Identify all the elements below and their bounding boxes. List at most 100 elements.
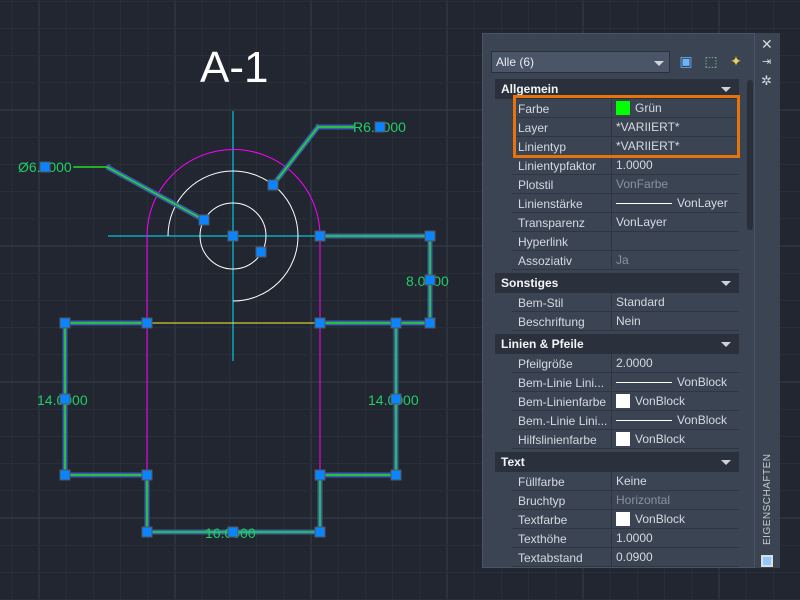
- property-value[interactable]: Nein: [612, 312, 739, 330]
- color-swatch: [616, 432, 630, 446]
- section-header[interactable]: Allgemein: [495, 79, 739, 99]
- section-header[interactable]: Sonstiges: [495, 273, 739, 293]
- property-value-text: Grün: [635, 101, 662, 115]
- grip[interactable]: [424, 317, 436, 329]
- highlight-box: [513, 95, 740, 158]
- properties-panel: Alle (6) ▣ ⬚ ✦ Allgemein Farbe Grün Layer *V…: [482, 33, 755, 568]
- property-value[interactable]: VonBlock: [612, 392, 739, 410]
- color-swatch: [616, 394, 630, 408]
- select-objects-icon[interactable]: ⬚: [704, 53, 718, 69]
- property-row[interactable]: Farbe Grün: [512, 99, 739, 118]
- grip[interactable]: [314, 526, 326, 538]
- property-value[interactable]: *VARIIERT*: [612, 118, 739, 136]
- selection-dropdown[interactable]: Alle (6): [491, 51, 670, 73]
- grip[interactable]: [39, 161, 51, 173]
- selection-value: Alle (6): [496, 55, 535, 69]
- property-value[interactable]: VonFarbe: [612, 175, 739, 193]
- grip[interactable]: [424, 274, 436, 286]
- property-value[interactable]: 1.0000: [612, 156, 739, 174]
- property-row[interactable]: Linienstärke VonLayer: [512, 194, 739, 213]
- grip[interactable]: [59, 469, 71, 481]
- quick-select-icon[interactable]: ✦: [730, 53, 742, 69]
- property-value[interactable]: [612, 232, 739, 250]
- property-row[interactable]: Linientypfaktor 1.0000: [512, 156, 739, 175]
- section-header[interactable]: Text: [495, 452, 739, 472]
- property-value[interactable]: *VARIIERT*: [612, 137, 739, 155]
- property-value[interactable]: VonLayer: [612, 194, 739, 212]
- grip[interactable]: [390, 317, 402, 329]
- panel-sidebar: ✕ ⇥ ✲: [755, 33, 780, 568]
- panel-side-label: EIGENSCHAFTEN: [762, 453, 773, 545]
- property-row[interactable]: Plotstil VonFarbe: [512, 175, 739, 194]
- collapse-icon[interactable]: [721, 342, 731, 347]
- grip[interactable]: [227, 230, 239, 242]
- property-row[interactable]: Bem.-Linie Lini... VonBlock: [512, 411, 739, 430]
- property-row[interactable]: Bem-Stil Standard: [512, 293, 739, 312]
- property-value[interactable]: VonBlock: [612, 510, 739, 528]
- grip[interactable]: [314, 230, 326, 242]
- property-value[interactable]: VonBlock: [612, 411, 739, 429]
- grip[interactable]: [390, 393, 402, 405]
- property-value[interactable]: Grün: [612, 99, 739, 117]
- toggle-pickadd-icon[interactable]: ▣: [679, 53, 693, 69]
- close-icon[interactable]: ✕: [761, 36, 773, 52]
- collapse-icon[interactable]: [721, 460, 731, 465]
- property-name: Beschriftung: [512, 312, 612, 330]
- collapse-icon[interactable]: [721, 87, 731, 92]
- property-row[interactable]: Bem-Linie Lini... VonBlock: [512, 373, 739, 392]
- grip[interactable]: [59, 393, 71, 405]
- grip[interactable]: [255, 246, 267, 258]
- property-value[interactable]: 0.0900: [612, 548, 739, 566]
- grip[interactable]: [59, 317, 71, 329]
- grip[interactable]: [314, 469, 326, 481]
- property-row[interactable]: Füllfarbe Keine: [512, 472, 739, 491]
- property-value[interactable]: 2.0000: [612, 354, 739, 372]
- property-value[interactable]: Keine: [612, 472, 739, 490]
- property-name: Layer: [512, 118, 612, 136]
- geometry[interactable]: [108, 111, 321, 475]
- property-row[interactable]: Beschriftung Nein: [512, 312, 739, 331]
- property-row[interactable]: Transparenz VonLayer: [512, 213, 739, 232]
- property-value-text: VonFarbe: [616, 177, 669, 191]
- grip[interactable]: [141, 526, 153, 538]
- grip[interactable]: [390, 469, 402, 481]
- grip[interactable]: [267, 179, 279, 191]
- property-name: Bem-Linie Lini...: [512, 373, 612, 391]
- autohide-icon[interactable]: ⇥: [762, 56, 772, 68]
- property-name: Texthöhe: [512, 529, 612, 547]
- grip[interactable]: [141, 469, 153, 481]
- grip[interactable]: [141, 317, 153, 329]
- property-row[interactable]: Layer *VARIIERT*: [512, 118, 739, 137]
- grip[interactable]: [198, 214, 210, 226]
- scrollbar[interactable]: [747, 80, 753, 230]
- property-value[interactable]: Ja: [612, 251, 739, 269]
- grips[interactable]: [39, 121, 436, 538]
- property-value[interactable]: VonLayer: [612, 213, 739, 231]
- property-name: Bruchtyp: [512, 491, 612, 509]
- property-value[interactable]: 1.0000: [612, 529, 739, 547]
- section-title: Linien & Pfeile: [501, 337, 584, 351]
- grip[interactable]: [227, 526, 239, 538]
- settings-icon[interactable]: ✲: [761, 73, 772, 88]
- grip[interactable]: [424, 230, 436, 242]
- collapse-icon[interactable]: [721, 281, 731, 286]
- section-header[interactable]: Linien & Pfeile: [495, 334, 739, 354]
- property-row[interactable]: Pfeilgröße 2.0000: [512, 354, 739, 373]
- property-name: Bem-Stil: [512, 293, 612, 311]
- property-row[interactable]: Assoziativ Ja: [512, 251, 739, 270]
- property-value[interactable]: VonBlock: [612, 373, 739, 391]
- dimensions[interactable]: [62, 123, 433, 535]
- grip[interactable]: [374, 121, 386, 133]
- property-row[interactable]: Hyperlink: [512, 232, 739, 251]
- property-row[interactable]: Bem-Linienfarbe VonBlock: [512, 392, 739, 411]
- property-row[interactable]: Bruchtyp Horizontal: [512, 491, 739, 510]
- property-row[interactable]: Texthöhe 1.0000: [512, 529, 739, 548]
- property-value[interactable]: Standard: [612, 293, 739, 311]
- property-row[interactable]: Textfarbe VonBlock: [512, 510, 739, 529]
- grip[interactable]: [314, 317, 326, 329]
- section-title: Text: [501, 455, 525, 469]
- property-row[interactable]: Hilfslinienfarbe VonBlock: [512, 430, 739, 449]
- property-value[interactable]: Horizontal: [612, 491, 739, 509]
- property-row[interactable]: Textabstand 0.0900: [512, 548, 739, 567]
- property-value[interactable]: VonBlock: [612, 430, 739, 448]
